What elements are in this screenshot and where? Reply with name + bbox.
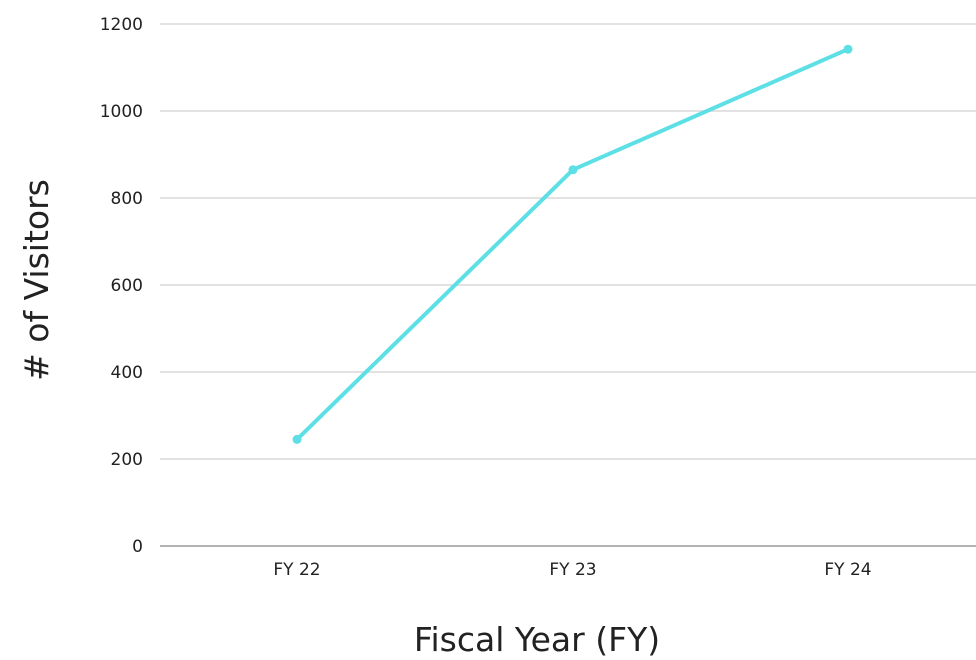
y-tick-label: 1200 xyxy=(100,15,143,35)
y-axis-title: # of Visitors xyxy=(17,179,56,381)
data-point xyxy=(843,44,853,54)
y-tick-label: 400 xyxy=(111,363,143,383)
series-line xyxy=(295,47,850,442)
y-axis-ticks: 0 200 400 600 800 1000 1200 xyxy=(100,15,143,557)
gridlines xyxy=(160,23,976,547)
y-tick-label: 600 xyxy=(111,276,143,296)
y-tick-label: 800 xyxy=(111,189,143,209)
x-tick-label: FY 24 xyxy=(824,560,871,580)
series-layer xyxy=(292,44,853,444)
x-axis-title: Fiscal Year (FY) xyxy=(414,620,660,659)
y-tick-label: 0 xyxy=(132,537,143,557)
data-point xyxy=(292,434,302,444)
x-tick-label: FY 22 xyxy=(273,560,320,580)
y-tick-label: 1000 xyxy=(100,102,143,122)
x-tick-label: FY 23 xyxy=(549,560,596,580)
y-tick-label: 200 xyxy=(111,450,143,470)
x-axis-ticks: FY 22 FY 23 FY 24 xyxy=(273,560,871,580)
data-point xyxy=(568,165,578,175)
